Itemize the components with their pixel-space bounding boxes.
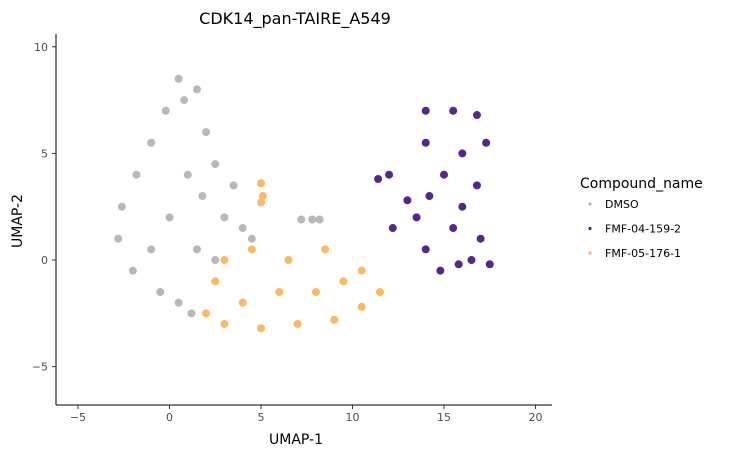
data-point: [174, 298, 183, 307]
legend-label: FMF-05-176-1: [605, 247, 681, 260]
data-point: [220, 319, 229, 328]
data-point: [458, 149, 467, 158]
data-point: [388, 224, 397, 233]
data-point: [485, 260, 494, 269]
data-point: [156, 287, 165, 296]
data-point: [192, 245, 201, 254]
y-ticks: −5 0 5 10: [32, 41, 56, 374]
legend-title: Compound_name: [580, 176, 703, 192]
data-point: [256, 324, 265, 333]
data-point: [357, 302, 366, 311]
series-dmso: [114, 74, 324, 318]
data-point: [183, 170, 192, 179]
data-point: [258, 192, 267, 201]
data-point: [211, 277, 220, 286]
data-point: [198, 192, 207, 201]
x-tick-label: 15: [437, 411, 451, 424]
data-point: [238, 298, 247, 307]
data-point: [161, 106, 170, 115]
data-point: [357, 266, 366, 275]
series-fmf-05-176-1: [202, 179, 384, 333]
data-point: [211, 160, 220, 169]
data-point: [256, 179, 265, 188]
data-point: [247, 245, 256, 254]
legend-label: FMF-04-159-2: [605, 223, 681, 236]
data-point: [425, 192, 434, 201]
legend-key: [588, 226, 592, 231]
series-fmf-04-159-2: [374, 106, 494, 275]
x-tick-label: −5: [70, 411, 86, 424]
data-point: [374, 174, 383, 183]
y-axis-title: UMAP-2: [10, 194, 26, 248]
data-point: [311, 287, 320, 296]
data-point: [315, 215, 324, 224]
data-point: [114, 234, 123, 243]
y-tick-label: −5: [32, 361, 48, 374]
legend-key: [588, 202, 592, 206]
data-point: [229, 181, 238, 190]
data-point: [440, 170, 449, 179]
data-point: [180, 96, 189, 105]
data-point: [192, 85, 201, 94]
data-point: [211, 256, 220, 265]
data-point: [449, 106, 458, 115]
data-point: [187, 309, 196, 318]
data-point: [339, 277, 348, 286]
legend: Compound_name DMSO FMF-04-159-2 FMF-05-176…: [580, 176, 703, 260]
data-point: [412, 213, 421, 222]
y-tick-label: 0: [41, 254, 48, 267]
data-point: [330, 315, 339, 324]
data-point: [421, 106, 430, 115]
y-tick-label: 5: [41, 147, 48, 160]
x-tick-label: 0: [166, 411, 173, 424]
x-tick-label: 5: [257, 411, 264, 424]
data-point: [202, 128, 211, 137]
legend-label: DMSO: [605, 198, 639, 211]
data-point: [128, 266, 137, 275]
data-point: [436, 266, 445, 275]
data-point: [454, 260, 463, 269]
data-point: [308, 215, 317, 224]
data-point: [117, 202, 126, 211]
x-tick-label: 20: [529, 411, 543, 424]
data-point: [238, 224, 247, 233]
x-axis-title: UMAP-1: [269, 432, 323, 448]
data-point: [403, 196, 412, 205]
data-point: [321, 245, 330, 254]
data-point: [421, 138, 430, 147]
x-tick-label: 10: [346, 411, 360, 424]
data-point: [482, 138, 491, 147]
data-point: [147, 138, 156, 147]
points-layer: [114, 74, 494, 333]
data-point: [385, 170, 394, 179]
data-point: [220, 213, 229, 222]
legend-key: [588, 251, 592, 255]
chart-title: CDK14_pan-TAIRE_A549: [199, 9, 391, 29]
data-point: [284, 256, 293, 265]
data-point: [449, 224, 458, 233]
y-tick-label: 10: [34, 41, 48, 54]
data-point: [132, 170, 141, 179]
data-point: [165, 213, 174, 222]
data-point: [467, 256, 476, 265]
data-point: [472, 111, 481, 120]
data-point: [297, 215, 306, 224]
data-point: [220, 256, 229, 265]
data-point: [256, 198, 265, 207]
data-point: [174, 74, 183, 83]
data-point: [458, 202, 467, 211]
data-point: [476, 234, 485, 243]
data-point: [472, 181, 481, 190]
data-point: [147, 245, 156, 254]
data-point: [247, 234, 256, 243]
data-point: [275, 287, 284, 296]
x-ticks: −5 0 5 10 15 20: [70, 405, 543, 424]
data-point: [293, 319, 302, 328]
data-point: [202, 309, 211, 318]
data-point: [375, 287, 384, 296]
data-point: [421, 245, 430, 254]
